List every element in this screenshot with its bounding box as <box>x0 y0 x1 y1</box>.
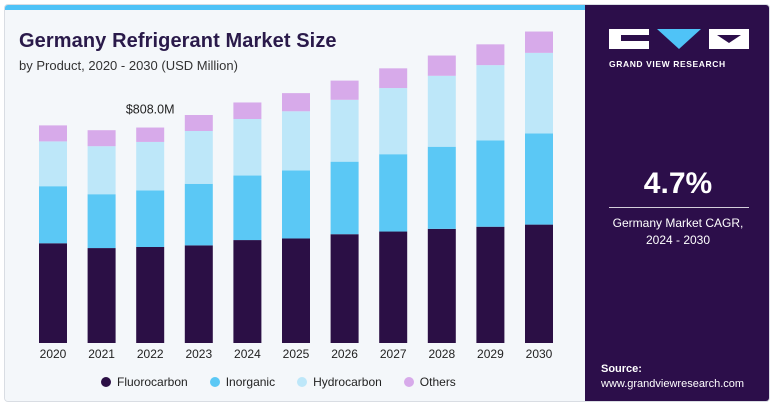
brand-logo-icon <box>609 29 749 49</box>
brand-logo: GRAND VIEW RESEARCH <box>609 27 749 69</box>
legend-swatch <box>403 377 414 387</box>
source-url[interactable]: www.grandviewresearch.com <box>601 378 745 390</box>
legend-label: Fluorocarbon <box>117 375 188 389</box>
bar-inorganic-2025 <box>282 170 310 239</box>
bar-fluorocarbon-2030 <box>525 224 553 343</box>
sidebar-panel: GRAND VIEW RESEARCH 4.7% Germany Market … <box>585 5 769 401</box>
bar-hydrocarbon-2029 <box>476 65 505 141</box>
cagr-value: 4.7% <box>643 167 713 200</box>
legend-swatch <box>297 377 308 387</box>
cagr-label: Germany Market CAGR, 2024 - 2030 <box>595 215 761 249</box>
x-tick-label: 2022 <box>137 347 164 361</box>
legend-item-fluorocarbon: Fluorocarbon <box>101 375 188 389</box>
bar-fluorocarbon-2029 <box>476 226 505 343</box>
bar-others-2021 <box>87 130 116 147</box>
legend-item-inorganic: Inorganic <box>209 375 276 389</box>
bar-hydrocarbon-2025 <box>282 111 310 171</box>
bar-fluorocarbon-2025 <box>282 238 310 343</box>
bar-inorganic-2030 <box>525 133 553 225</box>
legend-label: Hydrocarbon <box>313 375 382 389</box>
chart-legend: Fluorocarbon Inorganic Hydrocarbon Others <box>101 375 456 389</box>
x-tick-label: 2027 <box>380 347 407 361</box>
bar-fluorocarbon-2027 <box>379 231 408 343</box>
bar-hydrocarbon-2024 <box>233 119 262 176</box>
bar-others-2030 <box>525 31 553 53</box>
x-tick-label: 2025 <box>283 347 310 361</box>
bar-hydrocarbon-2020 <box>39 141 67 187</box>
bar-others-2029 <box>476 44 505 66</box>
bar-fluorocarbon-2021 <box>87 248 116 343</box>
bar-hydrocarbon-2030 <box>525 52 553 134</box>
chart-card: Germany Refrigerant Market Size by Produ… <box>4 4 770 402</box>
bar-others-2024 <box>233 102 262 119</box>
bar-inorganic-2026 <box>330 161 359 235</box>
chart-title: Germany Refrigerant Market Size <box>19 30 337 52</box>
bar-inorganic-2022 <box>136 190 165 247</box>
bar-fluorocarbon-2026 <box>330 234 359 343</box>
bar-fluorocarbon-2028 <box>427 228 456 343</box>
bar-inorganic-2021 <box>87 194 116 249</box>
cagr-label-line2: 2024 - 2030 <box>645 233 711 247</box>
bar-others-2020 <box>39 125 67 142</box>
bar-others-2025 <box>282 93 310 112</box>
bar-chart: 2020 2021 2022 2023 2024 2025 2026 2027 2028 2029… <box>39 31 553 361</box>
cagr-divider <box>609 207 749 208</box>
bar-inorganic-2027 <box>379 154 408 232</box>
bar-hydrocarbon-2026 <box>330 99 359 162</box>
x-tick-label: 2021 <box>88 347 115 361</box>
x-tick-label: 2029 <box>477 347 504 361</box>
bar-hydrocarbon-2028 <box>427 75 456 147</box>
brand-name: GRAND VIEW RESEARCH <box>609 59 726 69</box>
x-tick-label: 2026 <box>331 347 358 361</box>
bar-fluorocarbon-2024 <box>233 240 262 343</box>
top-accent-bar <box>5 5 585 10</box>
legend-item-others: Others <box>403 375 456 389</box>
x-tick-label: 2030 <box>526 347 553 361</box>
bar-fluorocarbon-2022 <box>136 247 165 343</box>
legend-swatch <box>101 377 111 387</box>
x-tick-label: 2024 <box>234 347 261 361</box>
bar-hydrocarbon-2023 <box>184 131 213 184</box>
bar-fluorocarbon-2020 <box>39 243 67 343</box>
bar-hydrocarbon-2022 <box>136 141 165 191</box>
bar-hydrocarbon-2027 <box>379 88 408 155</box>
bar-inorganic-2023 <box>184 183 213 246</box>
x-tick-label: 2020 <box>40 347 67 361</box>
chart-subtitle: by Product, 2020 - 2030 (USD Million) <box>19 58 238 73</box>
x-tick-label: 2028 <box>428 347 455 361</box>
bar-inorganic-2028 <box>427 146 456 229</box>
bar-others-2026 <box>330 80 359 100</box>
legend-label: Others <box>419 375 456 389</box>
bar-fluorocarbon-2023 <box>184 245 213 343</box>
legend-item-hydrocarbon: Hydrocarbon <box>297 375 382 389</box>
cagr-label-line1: Germany Market CAGR, <box>612 216 744 230</box>
bar-others-2023 <box>184 115 213 131</box>
x-tick-label: 2023 <box>185 347 212 361</box>
legend-label: Inorganic <box>225 375 276 389</box>
bar-inorganic-2029 <box>476 140 505 227</box>
bar-annotation-label: $808.0M <box>126 103 175 117</box>
bar-others-2027 <box>379 68 408 89</box>
bar-inorganic-2024 <box>233 175 262 241</box>
bar-others-2028 <box>427 55 456 76</box>
legend-swatch <box>209 377 220 387</box>
bar-hydrocarbon-2021 <box>87 146 116 195</box>
bar-others-2022 <box>136 127 165 142</box>
source-label: Source: <box>601 363 642 375</box>
bar-inorganic-2020 <box>39 186 67 244</box>
